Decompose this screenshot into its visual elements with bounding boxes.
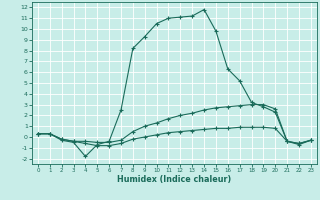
X-axis label: Humidex (Indice chaleur): Humidex (Indice chaleur): [117, 175, 232, 184]
